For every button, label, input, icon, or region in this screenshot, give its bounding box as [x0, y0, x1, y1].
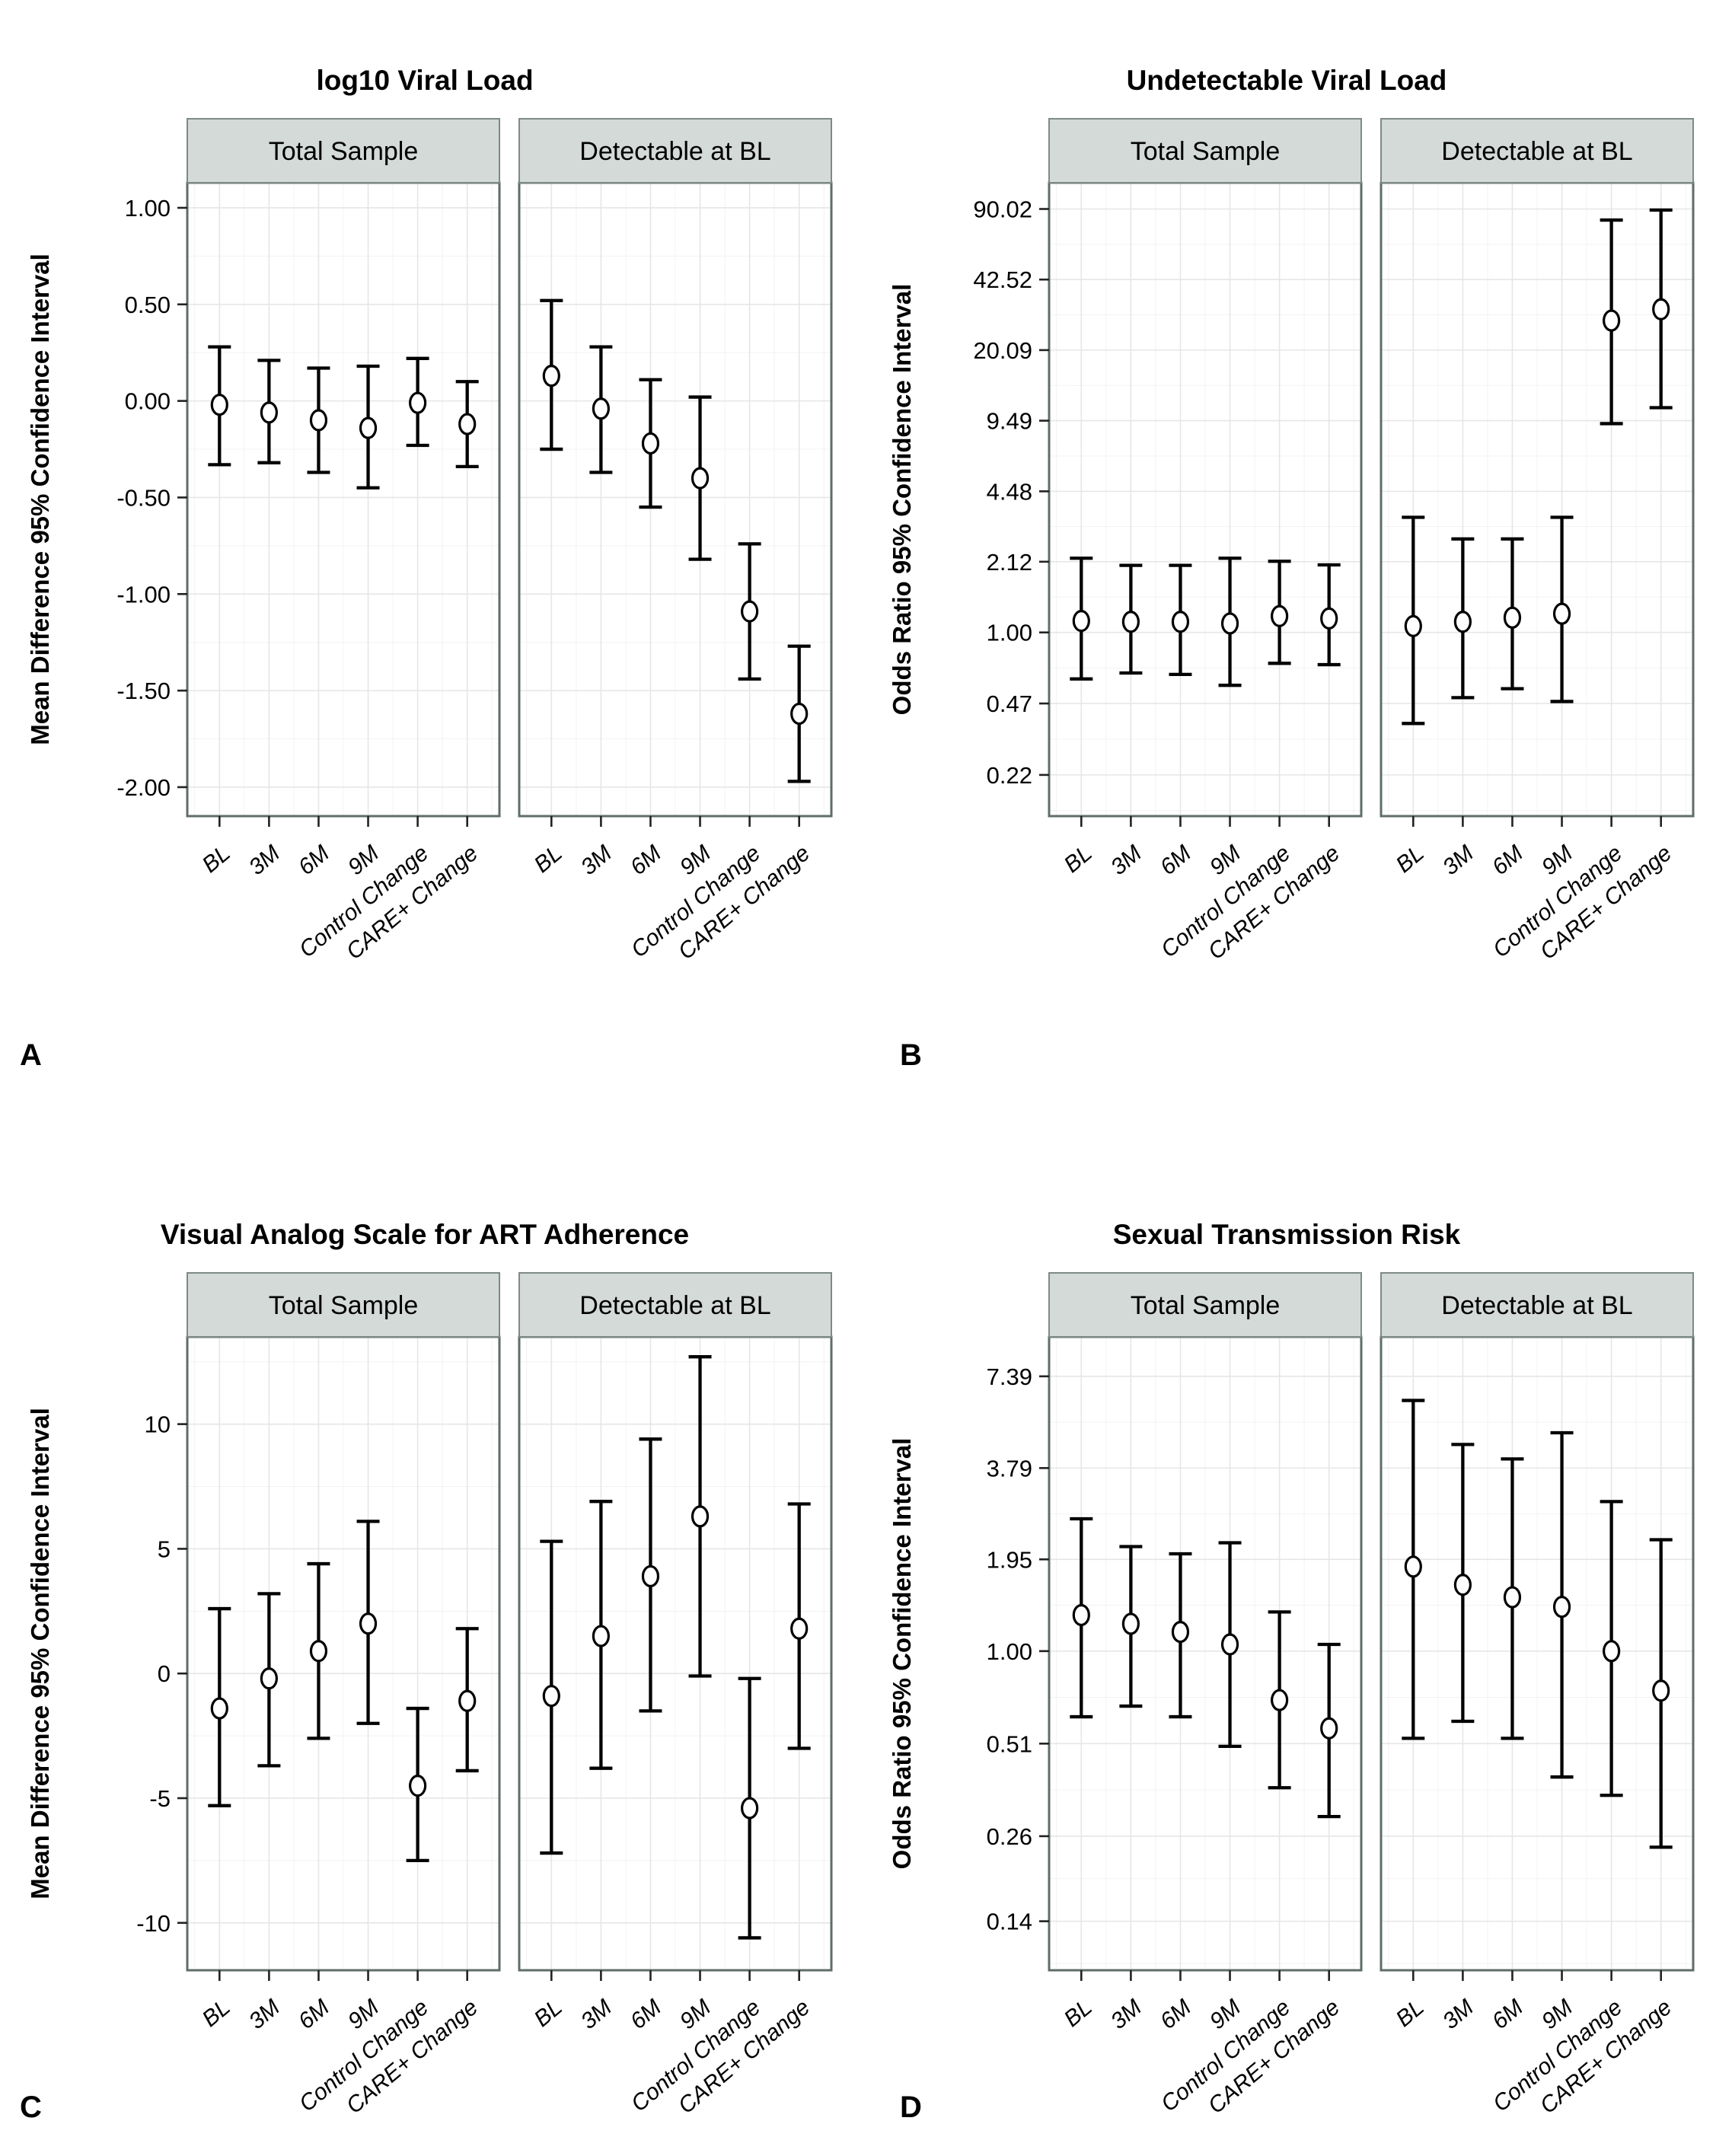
svg-text:BL: BL	[529, 840, 566, 878]
svg-text:-1.00: -1.00	[116, 581, 171, 608]
svg-text:1.00: 1.00	[987, 620, 1032, 646]
svg-text:-5: -5	[149, 1785, 171, 1812]
svg-text:Undetectable Viral Load: Undetectable Viral Load	[1127, 65, 1447, 96]
svg-text:0.51: 0.51	[987, 1730, 1032, 1757]
svg-text:Mean Difference 95% Confidence: Mean Difference 95% Confidence Interval	[26, 1408, 54, 1899]
svg-text:Total Sample: Total Sample	[1131, 1291, 1281, 1320]
svg-text:Detectable at BL: Detectable at BL	[1441, 1291, 1632, 1320]
svg-text:Total Sample: Total Sample	[1131, 137, 1281, 166]
svg-text:6M: 6M	[626, 1995, 666, 2034]
svg-text:6M: 6M	[1488, 840, 1528, 880]
svg-text:6M: 6M	[1156, 840, 1196, 880]
svg-text:90.02: 90.02	[973, 196, 1032, 222]
svg-text:0.14: 0.14	[987, 1909, 1032, 1935]
svg-text:BL: BL	[1391, 840, 1428, 878]
svg-text:BL: BL	[1391, 1995, 1428, 2032]
panel-d: Total Sample BL 3M 6M 9M Control Change CARE+ …	[876, 1180, 1698, 2156]
svg-text:Sexual Transmission Risk: Sexual Transmission Risk	[1113, 1219, 1461, 1250]
svg-text:3M: 3M	[576, 840, 617, 880]
svg-text:Total Sample: Total Sample	[269, 1291, 419, 1320]
svg-text:3.79: 3.79	[987, 1455, 1032, 1481]
svg-text:Visual Analog Scale for ART Ad: Visual Analog Scale for ART Adherence	[161, 1219, 689, 1250]
svg-text:-1.50: -1.50	[116, 678, 171, 704]
svg-text:-2.00: -2.00	[116, 774, 171, 801]
svg-text:Detectable at BL: Detectable at BL	[1441, 137, 1632, 166]
svg-text:1.95: 1.95	[987, 1546, 1032, 1573]
svg-text:-0.50: -0.50	[116, 484, 171, 511]
svg-text:1.00: 1.00	[125, 195, 171, 222]
svg-text:Mean Difference 95% Confidence: Mean Difference 95% Confidence Interval	[26, 254, 54, 745]
svg-text:3M: 3M	[1438, 1995, 1478, 2034]
svg-text:6M: 6M	[1156, 1995, 1196, 2034]
svg-text:0: 0	[158, 1660, 171, 1687]
svg-text:0.50: 0.50	[125, 292, 171, 318]
svg-text:0.26: 0.26	[987, 1823, 1032, 1850]
panel-c: Total Sample BL 3M 6M 9M Control Change CARE+ …	[14, 1180, 836, 2156]
panel-letter-d: D	[900, 2091, 922, 2124]
svg-text:10: 10	[145, 1411, 171, 1438]
svg-text:BL: BL	[1059, 1995, 1096, 2032]
svg-text:BL: BL	[197, 840, 234, 878]
svg-text:BL: BL	[197, 1995, 234, 2032]
svg-text:4.48: 4.48	[987, 478, 1032, 505]
svg-text:6M: 6M	[294, 840, 334, 880]
panel-letter-a: A	[20, 1038, 42, 1072]
svg-text:3M: 3M	[1438, 840, 1478, 880]
svg-text:3M: 3M	[1106, 1995, 1147, 2034]
svg-text:0.47: 0.47	[987, 690, 1032, 717]
svg-text:6M: 6M	[626, 840, 666, 880]
svg-text:3M: 3M	[576, 1995, 617, 2034]
svg-text:3M: 3M	[244, 840, 285, 880]
svg-text:6M: 6M	[294, 1995, 334, 2034]
panel-a: Total Sample BL 3M 6M 9M Control Change CARE+ …	[14, 26, 836, 1008]
svg-text:1.00: 1.00	[987, 1638, 1032, 1665]
svg-text:7.39: 7.39	[987, 1363, 1032, 1390]
svg-text:3M: 3M	[1106, 840, 1147, 880]
svg-text:20.09: 20.09	[973, 337, 1032, 364]
svg-text:9.49: 9.49	[987, 408, 1032, 435]
panel-b: Total Sample BL 3M 6M 9M Control Change CARE+ …	[876, 26, 1698, 1008]
svg-text:Odds Ratio 95% Confidence Inte: Odds Ratio 95% Confidence Interval	[888, 284, 916, 716]
svg-text:5: 5	[158, 1536, 171, 1562]
svg-text:3M: 3M	[244, 1995, 285, 2034]
svg-text:2.12: 2.12	[987, 549, 1032, 576]
panel-letter-b: B	[900, 1038, 922, 1072]
svg-text:-10: -10	[136, 1910, 171, 1937]
svg-text:0.22: 0.22	[987, 762, 1032, 789]
panel-letter-c: C	[20, 2091, 42, 2124]
svg-text:6M: 6M	[1488, 1995, 1528, 2034]
svg-text:Odds Ratio 95% Confidence Inte: Odds Ratio 95% Confidence Interval	[888, 1438, 916, 1870]
svg-text:BL: BL	[529, 1995, 566, 2032]
svg-text:log10 Viral Load: log10 Viral Load	[316, 65, 533, 96]
svg-text:Detectable at BL: Detectable at BL	[579, 137, 770, 166]
svg-text:Detectable at BL: Detectable at BL	[579, 1291, 770, 1320]
svg-text:Total Sample: Total Sample	[269, 137, 419, 166]
svg-text:BL: BL	[1059, 840, 1096, 878]
svg-text:42.52: 42.52	[973, 266, 1032, 293]
svg-text:0.00: 0.00	[125, 388, 171, 415]
